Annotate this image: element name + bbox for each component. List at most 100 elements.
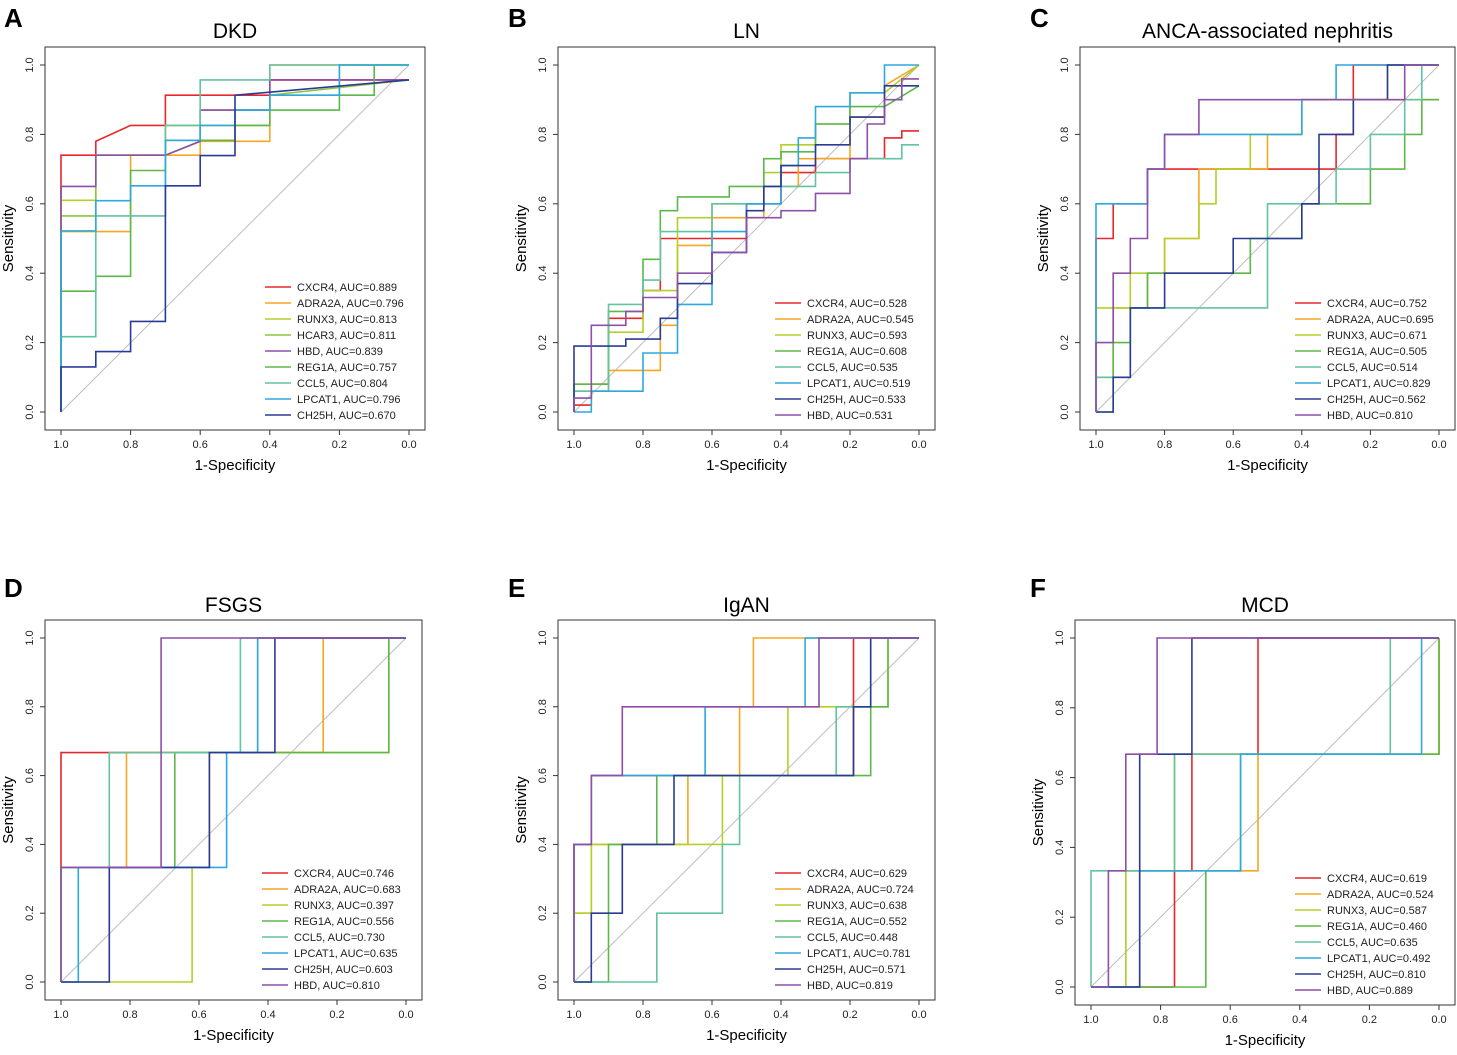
y-tick-label: 0.0 xyxy=(24,974,36,989)
y-axis-label: Sensitivity xyxy=(1030,778,1047,846)
x-axis-label: 1-Specificity xyxy=(195,457,276,474)
legend-entry: CCL5, AUC=0.730 xyxy=(294,932,385,944)
x-tick-label: 0.4 xyxy=(1292,1014,1307,1026)
y-tick-label: 0.8 xyxy=(24,699,36,714)
legend-entry: CH25H, AUC=0.670 xyxy=(297,410,396,422)
x-tick-label: 0.2 xyxy=(1363,439,1378,451)
x-tick-label: 0.6 xyxy=(1223,1014,1238,1026)
legend-entry: LPCAT1, AUC=0.492 xyxy=(1327,953,1430,965)
x-tick-label: 0.0 xyxy=(911,439,926,451)
x-tick-label: 0.2 xyxy=(329,1009,344,1021)
y-tick-label: 0.0 xyxy=(1054,979,1066,994)
y-tick-label: 0.2 xyxy=(24,906,36,921)
legend-entry: CCL5, AUC=0.804 xyxy=(297,378,388,390)
x-tick-label: 0.4 xyxy=(773,439,788,451)
x-tick-label: 0.8 xyxy=(123,439,138,451)
legend-entry: REG1A, AUC=0.556 xyxy=(294,916,394,928)
plot-frame xyxy=(44,46,426,431)
x-tick-label: 0.2 xyxy=(842,439,857,451)
x-tick-label: 0.6 xyxy=(193,439,208,451)
x-tick-label: 0.2 xyxy=(842,1009,857,1021)
panel-title: IgAN xyxy=(723,594,770,617)
legend-entry: CH25H, AUC=0.562 xyxy=(1327,394,1426,406)
roc-curve-ccl5 xyxy=(60,64,409,412)
x-tick-label: 0.4 xyxy=(260,1009,275,1021)
legend-entry: HBD, AUC=0.889 xyxy=(1327,985,1413,997)
x-tick-label: 0.8 xyxy=(1153,1014,1168,1026)
legend-entry: REG1A, AUC=0.757 xyxy=(297,362,397,374)
x-tick-label: 0.8 xyxy=(1157,439,1172,451)
y-tick-label: 0.6 xyxy=(537,768,549,783)
legend-entry: ADRA2A, AUC=0.545 xyxy=(807,314,914,326)
y-tick-label: 0.4 xyxy=(537,266,549,281)
reference-diagonal xyxy=(60,637,407,983)
legend-entry: CCL5, AUC=0.448 xyxy=(807,932,898,944)
x-tick-label: 1.0 xyxy=(1083,1014,1098,1026)
x-tick-label: 1.0 xyxy=(53,439,68,451)
x-tick-label: 1.0 xyxy=(53,1009,68,1021)
legend-entry: RUNX3, AUC=0.593 xyxy=(807,330,907,342)
legend-entry: CXCR4, AUC=0.889 xyxy=(297,282,397,294)
y-tick-label: 0.4 xyxy=(1059,266,1071,281)
x-axis-label: 1-Specificity xyxy=(1227,457,1308,474)
roc-panel-a: A DKD 1.0 0.8 0.6 0.4 0.2 0.0 0.0 0.2 0.4 0.6 0.8 1.0… xyxy=(0,3,426,474)
panel-title: FSGS xyxy=(205,594,262,617)
legend-entry: ADRA2A, AUC=0.524 xyxy=(1327,889,1434,901)
panel-letter: A xyxy=(4,3,23,33)
panel-letter: F xyxy=(1030,573,1046,603)
y-tick-label: 1.0 xyxy=(537,57,549,72)
roc-panel-e: E IgAN 1.0 0.8 0.6 0.4 0.2 0.0 0.0 0.2 0.4 0.6 0.8 1.… xyxy=(508,573,936,1044)
legend-entry: RUNX3, AUC=0.397 xyxy=(294,900,394,912)
roc-curve-hbd xyxy=(1095,64,1439,412)
y-tick-label: 0.2 xyxy=(537,906,549,921)
y-axis-label: Sensitivity xyxy=(1035,204,1052,272)
y-tick-label: 0.2 xyxy=(537,335,549,350)
roc-curve-hbd xyxy=(1091,637,1439,988)
panel-title: LN xyxy=(733,20,760,43)
legend-entry: CH25H, AUC=0.571 xyxy=(807,964,906,976)
y-axis-label: Sensitivity xyxy=(0,204,17,272)
y-axis-label: Sensitivity xyxy=(513,776,530,844)
legend-entry: CXCR4, AUC=0.528 xyxy=(807,298,907,310)
roc-panel-d: D FSGS 1.0 0.8 0.6 0.4 0.2 0.0 0.0 0.2 0.4 0.6 0.8 1.… xyxy=(0,573,423,1044)
legend-entry: HCAR3, AUC=0.811 xyxy=(297,330,396,342)
legend-entry: REG1A, AUC=0.505 xyxy=(1327,346,1427,358)
legend-entry: RUNX3, AUC=0.587 xyxy=(1327,905,1427,917)
panel-title: DKD xyxy=(213,20,257,43)
legend-entry: CH25H, AUC=0.810 xyxy=(1327,969,1426,981)
roc-panel-f: F MCD 1.0 0.8 0.6 0.4 0.2 0.0 0.0 0.2 0.4 0.6 0.8 1.0… xyxy=(1030,573,1456,1049)
roc-panel-b: B LN 1.0 0.8 0.6 0.4 0.2 0.0 0.0 0.2 0.4 0.6 0.8 1.0 1… xyxy=(508,3,936,474)
x-tick-label: 1.0 xyxy=(1088,439,1103,451)
legend-entry: RUNX3, AUC=0.813 xyxy=(297,314,397,326)
legend-entry: CH25H, AUC=0.603 xyxy=(294,964,393,976)
x-tick-label: 0.4 xyxy=(773,1009,788,1021)
panel-letter: B xyxy=(508,3,527,33)
y-tick-label: 0.0 xyxy=(537,974,549,989)
x-axis-label: 1-Specificity xyxy=(706,457,787,474)
x-tick-label: 0.8 xyxy=(635,1009,650,1021)
y-tick-label: 0.4 xyxy=(24,837,36,852)
x-tick-label: 1.0 xyxy=(566,439,581,451)
legend-entry: CH25H, AUC=0.533 xyxy=(807,394,906,406)
legend-entry: REG1A, AUC=0.552 xyxy=(807,916,907,928)
y-tick-label: 1.0 xyxy=(1059,57,1071,72)
y-tick-label: 0.0 xyxy=(24,404,36,419)
roc-curve-hbd xyxy=(60,637,406,982)
y-tick-label: 0.2 xyxy=(24,335,36,350)
x-tick-label: 0.6 xyxy=(704,1009,719,1021)
plot-frame xyxy=(1079,46,1456,431)
legend-entry: LPCAT1, AUC=0.635 xyxy=(294,948,397,960)
y-tick-label: 0.8 xyxy=(537,127,549,142)
plot-frame xyxy=(1074,619,1456,1006)
reference-diagonal xyxy=(60,64,410,413)
legend-entry: CXCR4, AUC=0.629 xyxy=(807,868,907,880)
x-tick-label: 0.2 xyxy=(332,439,347,451)
x-axis-label: 1-Specificity xyxy=(1225,1032,1306,1049)
legend-entry: CXCR4, AUC=0.619 xyxy=(1327,873,1427,885)
roc-curve-ch25h xyxy=(60,79,410,412)
x-axis-label: 1-Specificity xyxy=(193,1027,274,1044)
y-tick-label: 0.8 xyxy=(1054,700,1066,715)
y-tick-label: 0.0 xyxy=(1059,404,1071,419)
y-tick-label: 1.0 xyxy=(24,630,36,645)
legend-entry: RUNX3, AUC=0.638 xyxy=(807,900,907,912)
